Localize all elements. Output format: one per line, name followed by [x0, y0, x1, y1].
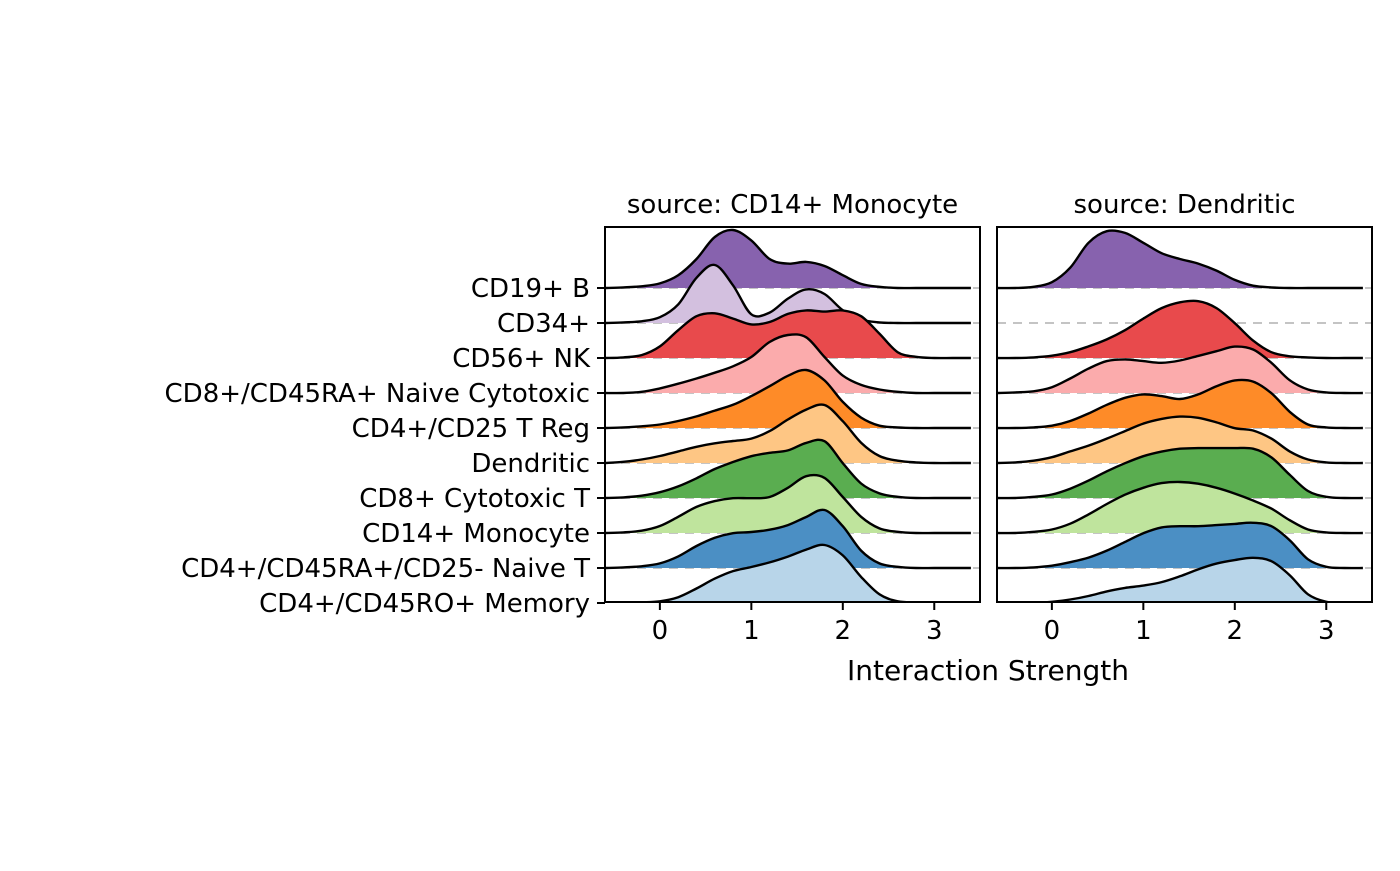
ridge-line-cd8-cytotoxic-t [997, 446, 1363, 500]
ridge-fill-cd14-monocyte [997, 481, 1363, 534]
ridge-line-cd14-monocyte [997, 480, 1363, 535]
panel-title-1: source: CD14+ Monocyte [627, 190, 958, 220]
y-tick-label-cd56-nk: CD56+ NK [452, 344, 591, 374]
ridge-line-cd14-monocyte [605, 473, 971, 535]
y-tick-label-cd4-cd45ra-cd25-naive-t: CD4+/CD45RA+/CD25- Naive T [181, 554, 590, 584]
ridge-fill-cd8-cytotoxic-t [605, 439, 971, 499]
y-tick-label-cd4-cd25-t-reg: CD4+/CD25 T Reg [352, 414, 590, 444]
y-tick-label-cd34: CD34+ [497, 309, 590, 339]
ridge-line-dendritic [997, 415, 1363, 465]
ridge-line-cd8-cytotoxic-t [605, 438, 971, 500]
ridge-fill-cd4-cd25-t-reg [997, 379, 1363, 429]
ridge-line-cd8-cd45ra-naive-cytotoxic [997, 345, 1363, 395]
y-tick-label-dendritic: Dendritic [471, 449, 590, 479]
ridge-fill-cd4-cd45ro-memory [651, 544, 903, 602]
x-tick-label-3: 3 [1318, 616, 1335, 646]
y-tick-label-cd4-cd45ro-memory: CD4+/CD45RO+ Memory [259, 589, 590, 619]
ridge-fill-cd14-monocyte [605, 475, 971, 534]
ridge-fill-cd4-cd45ra-cd25-naive-t [605, 509, 971, 569]
ridge-fill-cd19-b [605, 229, 971, 289]
panel-title-2: source: Dendritic [1074, 190, 1296, 220]
ridge-line-cd4-cd45ra-cd25-naive-t [997, 521, 1363, 570]
panel-plot-area-1 [605, 228, 980, 602]
panel-frame-1 [604, 226, 981, 603]
ridge-fill-cd8-cd45ra-naive-cytotoxic [605, 334, 971, 394]
x-tick-label-1: 1 [743, 616, 760, 646]
ridge-fill-cd4-cd45ra-cd25-naive-t [997, 522, 1363, 569]
x-tick-label-3: 3 [926, 616, 943, 646]
ridge-line-cd56-nk [997, 299, 1363, 360]
panel-frame-2 [996, 226, 1373, 603]
ridge-line-cd19-b [605, 228, 971, 290]
x-tick-label-1: 1 [1135, 616, 1152, 646]
x-tick-label-2: 2 [1227, 616, 1244, 646]
ridge-line-cd8-cd45ra-naive-cytotoxic [605, 333, 971, 395]
panel-plot-area-2 [997, 229, 1372, 602]
ridge-fill-dendritic [997, 416, 1363, 464]
ridge-fill-cd8-cytotoxic-t [997, 447, 1363, 499]
x-axis-label: Interaction Strength [847, 654, 1129, 687]
ridge-line-cd34 [605, 263, 971, 325]
ridge-line-cd4-cd25-t-reg [997, 378, 1363, 430]
ridge-fill-cd4-cd25-t-reg [605, 369, 971, 429]
y-tick-label-cd14-monocyte: CD14+ Monocyte [362, 519, 590, 549]
ridge-line-cd4-cd25-t-reg [605, 368, 971, 430]
ridge-fill-cd56-nk [997, 300, 1363, 359]
x-tick-label-0: 0 [652, 616, 669, 646]
x-tick-label-2: 2 [835, 616, 852, 646]
ridge-fill-cd8-cd45ra-naive-cytotoxic [997, 346, 1363, 394]
ridge-fill-cd4-cd45ro-memory [1049, 557, 1328, 602]
ridge-line-cd56-nk [605, 309, 971, 360]
ridge-line-cd4-cd45ra-cd25-naive-t [605, 508, 971, 570]
y-tick-label-cd8-cd45ra-naive-cytotoxic: CD8+/CD45RA+ Naive Cytotoxic [165, 379, 590, 409]
ridge-line-dendritic [605, 403, 971, 465]
y-tick-label-cd8-cytotoxic-t: CD8+ Cytotoxic T [359, 484, 590, 514]
ridge-line-cd4-cd45ro-memory [605, 543, 971, 602]
y-tick-label-cd19-b: CD19+ B [471, 274, 590, 304]
ridge-line-cd19-b [997, 229, 1363, 290]
ridge-fill-dendritic [605, 404, 971, 464]
x-tick-label-0: 0 [1044, 616, 1061, 646]
